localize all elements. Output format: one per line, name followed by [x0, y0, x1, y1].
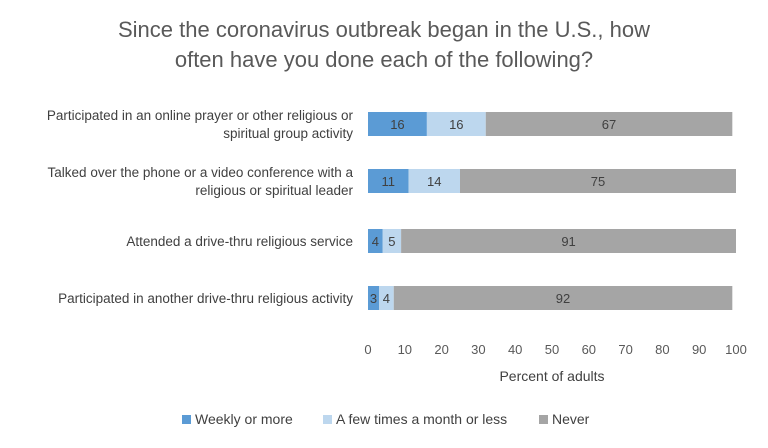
- data-label: 16: [449, 117, 463, 132]
- data-label: 67: [602, 117, 616, 132]
- x-axis: 0 10 20 30 40 50 60 70 80 90 100 Percent of adults: [364, 342, 746, 384]
- legend-label: Weekly or more: [195, 411, 293, 427]
- legend: Weekly or more A few times a month or les…: [182, 411, 590, 427]
- x-tick-label: 70: [618, 342, 632, 357]
- category-label: Participated in another drive-thru relig…: [58, 291, 353, 306]
- bar-segment: [485, 112, 733, 136]
- bar-segment: [401, 229, 736, 253]
- category-label: religious or spiritual leader: [195, 183, 353, 198]
- data-label: 4: [383, 291, 390, 306]
- data-label: 5: [388, 234, 395, 249]
- x-tick-label: 80: [655, 342, 669, 357]
- bar-segment: [460, 169, 736, 193]
- x-tick-label: 30: [471, 342, 485, 357]
- chart-title: Since the coronavirus outbreak began in …: [118, 17, 650, 72]
- x-tick-label: 90: [692, 342, 706, 357]
- bar-segment: [368, 112, 427, 136]
- data-label: 75: [591, 174, 605, 189]
- category-label: Talked over the phone or a video confere…: [48, 165, 354, 180]
- legend-label: A few times a month or less: [336, 411, 507, 427]
- x-tick-label: 40: [508, 342, 522, 357]
- legend-swatch: [323, 415, 332, 424]
- legend-swatch: [539, 415, 548, 424]
- data-label: 11: [381, 174, 395, 189]
- x-axis-title: Percent of adults: [499, 368, 604, 384]
- x-tick-label: 50: [545, 342, 559, 357]
- legend-swatch: [182, 415, 191, 424]
- x-tick-label: 0: [364, 342, 371, 357]
- chart-title-line: Since the coronavirus outbreak began in …: [118, 17, 650, 42]
- bar-segment: [368, 229, 383, 253]
- x-tick-label: 100: [725, 342, 747, 357]
- x-tick-label: 10: [398, 342, 412, 357]
- data-label: 3: [370, 291, 377, 306]
- data-label: 16: [390, 117, 404, 132]
- data-label: 14: [427, 174, 441, 189]
- bar-segment: [368, 169, 409, 193]
- data-label: 91: [561, 234, 575, 249]
- chart-title-line: often have you done each of the followin…: [175, 47, 593, 72]
- x-tick-label: 60: [582, 342, 596, 357]
- bar-segment: [382, 229, 402, 253]
- bar-segment: [393, 286, 733, 310]
- legend-label: Never: [552, 411, 590, 427]
- data-label: 4: [372, 234, 379, 249]
- bar-segment: [426, 112, 486, 136]
- category-label: Attended a drive-thru religious service: [126, 234, 353, 249]
- data-label: 92: [556, 291, 570, 306]
- category-labels: Participated in an online prayer or othe…: [47, 108, 354, 306]
- bar-segment: [408, 169, 460, 193]
- category-label: spiritual group activity: [223, 126, 353, 141]
- bar-segment: [368, 286, 380, 310]
- bar-segment: [379, 286, 394, 310]
- x-tick-label: 20: [434, 342, 448, 357]
- category-label: Participated in an online prayer or othe…: [47, 108, 354, 123]
